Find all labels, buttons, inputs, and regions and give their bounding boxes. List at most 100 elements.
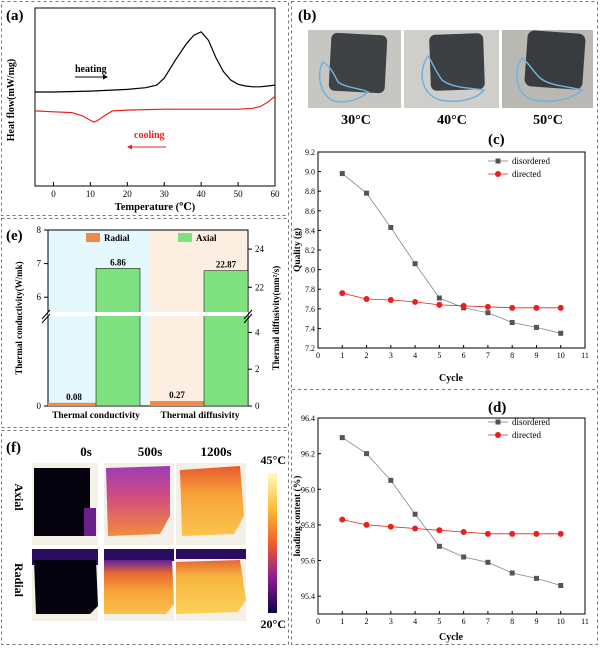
colorbar-max: 45°C	[261, 453, 286, 467]
c-point-directed	[436, 301, 443, 308]
d-point-directed	[412, 525, 419, 532]
c-point-directed	[484, 303, 491, 310]
label-axial-diffusivity: 22.87	[216, 260, 237, 270]
e-break-mark-right-2	[243, 313, 253, 324]
panel-d-label: (d)	[488, 400, 506, 416]
d-xtick-label: 7	[486, 617, 490, 626]
a-xtick-label: 30	[160, 189, 170, 199]
panel-b-label: (b)	[298, 8, 316, 24]
c-axes: 0 1 2 3 4 5 6 7 8 9 10 11 7.2 7.4 7.6 7.8 8.0 8.2 8.4 8.6 8.…	[305, 148, 589, 360]
d-xtick-label: 4	[413, 617, 417, 626]
d-xtick-label: 5	[437, 617, 441, 626]
e-legend-swatch-radial	[86, 233, 100, 242]
plot-a-frame	[34, 7, 276, 187]
d-point-disordered	[412, 511, 418, 517]
a-xlabel: Temperature (℃)	[115, 202, 196, 213]
cooling-annotation: cooling	[134, 130, 165, 141]
thermal-radial-1200s	[176, 549, 246, 621]
colorbar	[268, 473, 277, 613]
a-ylabel: Heat flow(mW/mg)	[6, 59, 17, 141]
d-line-directed	[342, 519, 561, 535]
heating-curve	[35, 31, 276, 93]
e-left-tick-label: 7	[37, 259, 42, 269]
c-ytick-label: 8.2	[305, 246, 315, 255]
d-point-directed	[436, 527, 443, 534]
c-legend-marker-disordered	[495, 158, 501, 164]
d-point-directed	[484, 530, 491, 537]
c-point-directed	[533, 304, 540, 311]
row-radial: Radial	[12, 563, 26, 598]
c-xlabel: Cycle	[439, 373, 463, 384]
c-legend-disordered: disordered	[512, 156, 550, 166]
d-point-disordered	[461, 554, 467, 560]
c-point-directed	[363, 296, 370, 302]
thermal-axial-500s	[104, 463, 174, 545]
c-point-disordered	[339, 171, 345, 177]
heating-annotation: heating	[75, 64, 107, 75]
c-xtick-label: 11	[581, 351, 589, 360]
c-xtick-label: 10	[557, 351, 565, 360]
d-point-disordered	[533, 575, 539, 581]
c-legend-marker-directed	[495, 171, 501, 177]
d-axes: 0 1 2 3 4 5 6 7 8 9 10 11 95.4 95.6 95.8 96.0 96.2 96.4	[301, 414, 589, 626]
bar-radial-diffusivity	[150, 401, 204, 406]
e-break-mark-left-2	[41, 313, 51, 324]
c-legend-directed: directed	[512, 169, 541, 179]
photo-50c	[502, 30, 593, 108]
c-xtick-label: 7	[486, 351, 490, 360]
bar-axial-diffusivity	[203, 270, 249, 407]
c-point-disordered	[558, 330, 564, 336]
time-500s: 500s	[138, 444, 163, 459]
e-right-tick-label: 2	[255, 364, 260, 374]
e-left-tick-label: 8	[37, 225, 42, 235]
thermal-axial-1200s	[176, 463, 246, 545]
a-xticks: 0 10 20 30 40 50 60	[51, 182, 280, 199]
d-xtick-label: 3	[389, 617, 393, 626]
d-ytick-label: 96.0	[301, 485, 315, 494]
e-category-conductivity: Thermal conductivity	[52, 411, 140, 421]
d-ytick-label: 95.8	[301, 521, 315, 530]
e-category-diffusivity: Thermal diffusivity	[161, 411, 240, 421]
d-xlabel: Cycle	[439, 632, 463, 643]
a-xtick-label: 60	[271, 189, 281, 199]
a-xtick-label: 20	[123, 189, 133, 199]
d-point-disordered	[339, 435, 345, 441]
a-xtick-label: 10	[86, 189, 96, 199]
cooling-curve	[34, 95, 276, 123]
c-xtick-label: 6	[462, 351, 466, 360]
c-xtick-label: 8	[510, 351, 514, 360]
c-point-disordered	[533, 324, 539, 330]
c-xtick-label: 1	[340, 351, 344, 360]
d-point-disordered	[485, 559, 491, 565]
e-legend-swatch-axial	[178, 233, 192, 242]
c-plot	[339, 171, 564, 336]
d-xtick-label: 8	[510, 617, 514, 626]
panel-a: (a) 0 10 20 30 40 50 60 heating cooling Temper…	[6, 7, 280, 213]
e-break-mark-right-1	[243, 309, 253, 320]
d-xtick-label: 10	[557, 617, 565, 626]
c-point-directed	[412, 298, 419, 305]
thermal-radial-0s	[32, 549, 98, 621]
c-ytick-label: 9.0	[305, 168, 315, 177]
frame-right	[291, 1, 598, 645]
d-point-directed	[509, 530, 516, 537]
e-bars: 0.08 6.86 0.27 22.87	[41, 257, 253, 407]
e-right-tick-label: 4	[255, 327, 260, 337]
heating-arrow-head	[103, 74, 108, 80]
c-ytick-label: 9.2	[305, 148, 315, 157]
thermal-radial-500s	[104, 549, 174, 621]
row-axial: Axial	[12, 483, 26, 511]
caption-40c: 40°C	[437, 113, 467, 128]
c-point-directed	[387, 296, 394, 303]
panel-c: (c) 0 1 2 3 4 5 6 7 8 9 10 11 7.2 7.4 7.6 7.8 8.0 8.2 8.4 8…	[292, 132, 589, 384]
d-point-directed	[533, 530, 540, 537]
e-ylabel-left: Thermal conductivity(W/mk)	[14, 261, 24, 374]
d-legend-disordered: disordered	[512, 417, 550, 427]
c-point-disordered	[388, 224, 394, 230]
time-0s: 0s	[80, 444, 92, 459]
e-left-tick-label: 0	[37, 401, 42, 411]
bar-radial-conductivity	[48, 402, 96, 406]
c-line-disordered	[342, 173, 561, 334]
